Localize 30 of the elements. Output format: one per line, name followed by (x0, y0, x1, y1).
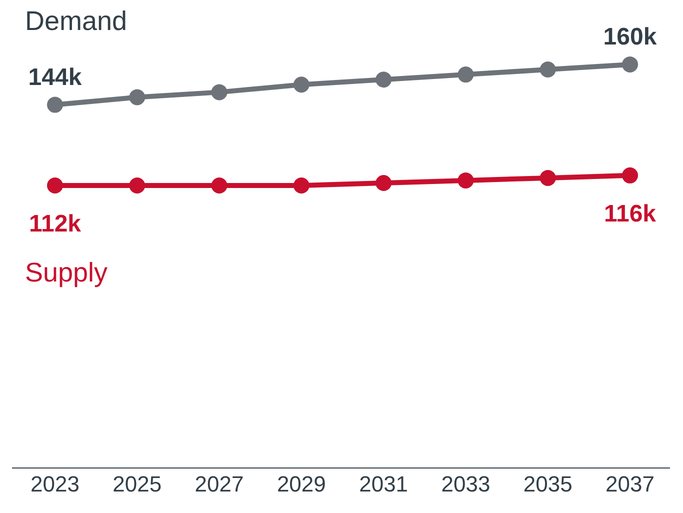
data-label: 160k (603, 23, 658, 50)
point (458, 172, 474, 188)
point (293, 178, 310, 194)
data-label: 116k (604, 200, 657, 228)
point (47, 178, 63, 194)
x-tick-label: 2031 (359, 472, 408, 497)
point (458, 66, 474, 83)
x-tick-label: 2037 (606, 472, 654, 497)
point (129, 178, 146, 194)
point (211, 84, 228, 100)
data-label: 112k (28, 210, 82, 238)
point (293, 76, 310, 93)
point (376, 72, 392, 88)
point (47, 96, 63, 113)
point (129, 89, 146, 106)
text: Demand (25, 6, 128, 36)
point (211, 178, 228, 194)
point (540, 61, 556, 78)
point (622, 56, 638, 72)
x-tick-label: 2025 (112, 472, 162, 497)
x-tick-label: 2027 (194, 472, 244, 497)
x-tick-label: 2035 (523, 472, 572, 497)
x-tick-label: 2023 (30, 472, 80, 497)
text: Supply (25, 258, 108, 288)
x-tick-label: 2033 (441, 472, 490, 497)
point (622, 167, 638, 184)
point (540, 170, 556, 186)
point (376, 174, 392, 191)
data-label: 144k (28, 64, 82, 91)
x-tick-label: 2029 (276, 472, 326, 497)
